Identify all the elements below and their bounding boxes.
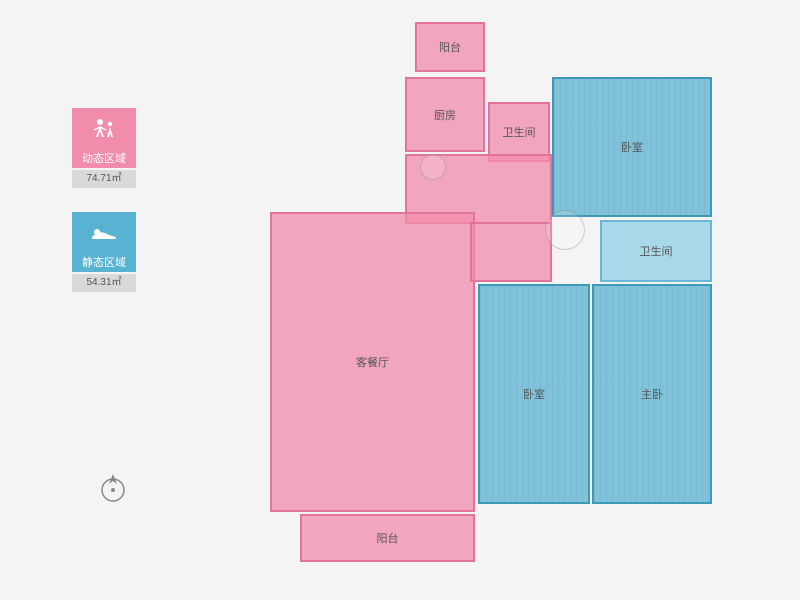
room-label-master: 主卧	[641, 386, 663, 402]
legend-static: 静态区域 54.31㎡	[72, 212, 136, 292]
legend-dynamic: 动态区域 74.71㎡	[72, 108, 136, 188]
door-arc	[420, 154, 446, 180]
room-bath-right: 卫生间	[600, 220, 712, 282]
room-bedroom-top: 卧室	[552, 77, 712, 217]
legend-panel: 动态区域 74.71㎡ 静态区域 54.31㎡	[72, 108, 142, 316]
room-master: 主卧	[592, 284, 712, 504]
floorplan: 阳台厨房卫生间卧室卫生间客餐厅卧室主卧阳台	[270, 22, 730, 582]
room-label-bath-top: 卫生间	[503, 124, 536, 140]
compass-icon	[95, 470, 131, 506]
room-living: 客餐厅	[270, 212, 475, 512]
people-icon-svg	[90, 117, 118, 141]
room-label-balcony-bottom: 阳台	[377, 530, 399, 546]
sleep-icon-svg	[89, 223, 119, 243]
legend-static-value: 54.31㎡	[72, 274, 136, 292]
room-bedroom-bl: 卧室	[478, 284, 590, 504]
room-label-balcony-top: 阳台	[439, 39, 461, 55]
door-arc	[545, 210, 585, 250]
room-label-living: 客餐厅	[356, 354, 389, 370]
room-living-ext	[470, 222, 552, 282]
room-label-bath-right: 卫生间	[640, 243, 673, 259]
room-balcony-top: 阳台	[415, 22, 485, 72]
room-balcony-bottom: 阳台	[300, 514, 475, 562]
people-icon	[72, 108, 136, 150]
legend-dynamic-label: 动态区域	[72, 150, 136, 168]
room-label-kitchen: 厨房	[434, 107, 456, 123]
room-bath-top: 卫生间	[488, 102, 550, 162]
legend-static-label: 静态区域	[72, 254, 136, 272]
legend-dynamic-value: 74.71㎡	[72, 170, 136, 188]
sleep-icon	[72, 212, 136, 254]
room-label-bedroom-top: 卧室	[621, 139, 643, 155]
room-label-bedroom-bl: 卧室	[523, 386, 545, 402]
room-kitchen: 厨房	[405, 77, 485, 152]
